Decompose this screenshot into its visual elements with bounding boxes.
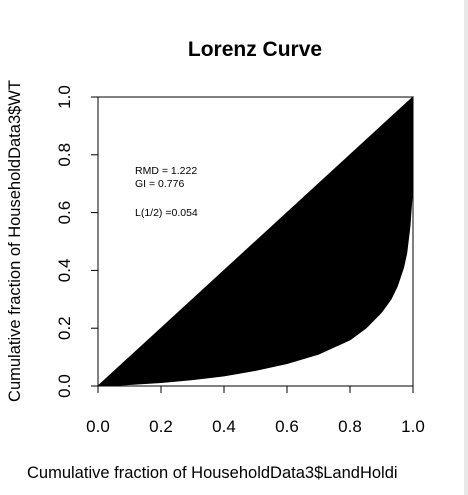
y-tick-label: 0.8 [55,143,74,167]
x-tick-label: 0.6 [275,417,299,436]
y-tick-label: 0.2 [55,316,74,340]
x-axis-label: Cumulative fraction of HouseholdData3$La… [27,464,398,482]
x-tick-label: 1.0 [401,417,425,436]
window-edge [464,0,468,495]
chart-title: Lorenz Curve [188,38,322,61]
y-tick-label: 0.4 [55,259,74,283]
y-axis: 0.0 0.2 0.4 0.6 0.8 1.0 [55,85,99,398]
annotation-rmd: RMD = 1.222 [135,165,197,177]
y-tick-label: 1.0 [55,85,74,109]
annotation-gi: GI = 0.776 [135,178,184,190]
lorenz-area [96,95,414,387]
y-axis-label: Cumulative fraction of HouseholdData3$WT [6,80,24,402]
x-tick-label: 0.2 [149,417,173,436]
x-tick-label: 0.0 [86,417,110,436]
x-tick-label: 0.4 [212,417,236,436]
y-tick-label: 0.0 [55,374,74,398]
annotation-l-half: L(1/2) =0.054 [135,207,198,219]
y-tick-label: 0.6 [55,201,74,225]
plot-area [96,95,414,387]
x-tick-label: 0.8 [338,417,362,436]
x-axis: 0.0 0.2 0.4 0.6 0.8 1.0 [86,385,425,436]
